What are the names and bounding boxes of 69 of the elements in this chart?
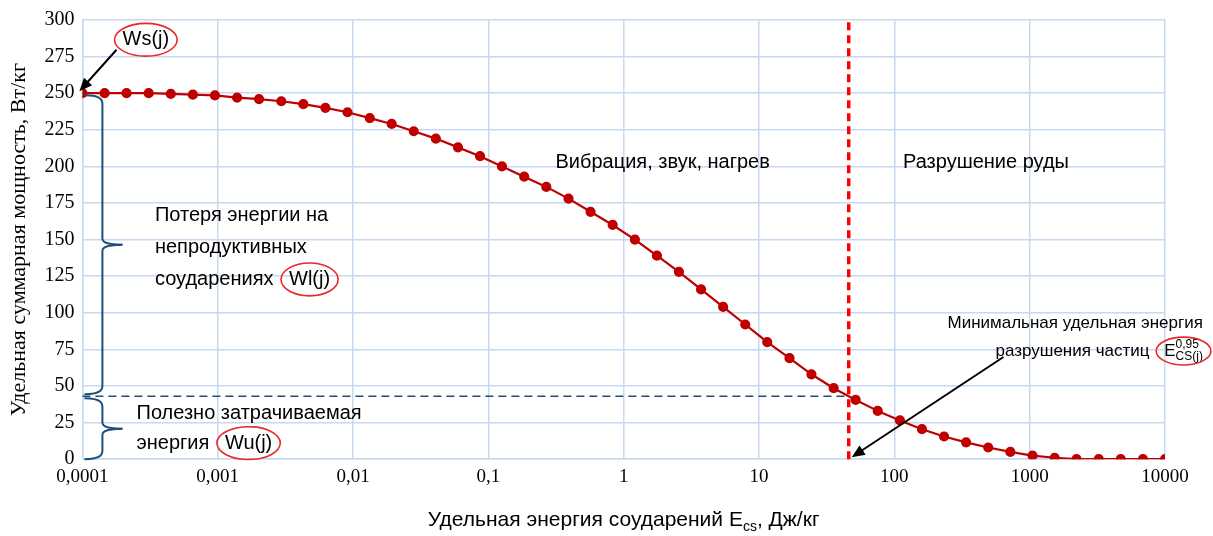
- point: [938, 431, 950, 442]
- y-tick-label: 100: [44, 300, 75, 323]
- y-tick-label: 250: [44, 80, 75, 103]
- point: [187, 89, 198, 100]
- point: [806, 369, 817, 380]
- y-tick-label: 50: [54, 373, 75, 396]
- y-tick-label: 25: [54, 409, 75, 432]
- point: [1027, 450, 1038, 460]
- y-axis-title: Удельная суммарная мощность, Вт/кг: [4, 63, 30, 417]
- point: [872, 405, 883, 416]
- point: [585, 206, 596, 217]
- x-tick-label: 0,01: [336, 464, 370, 486]
- x-tick-label: 1000: [1010, 464, 1049, 486]
- point: [784, 353, 795, 364]
- point: [718, 301, 729, 313]
- point: [253, 93, 265, 105]
- point: [496, 161, 508, 172]
- y-tick-label: 275: [44, 43, 75, 66]
- point: [961, 437, 972, 448]
- x-tick-label: 10: [749, 464, 769, 486]
- point: [408, 126, 419, 137]
- annotation: Разрушение руды: [903, 150, 1070, 173]
- point: [519, 171, 530, 182]
- y-tick-label: 150: [44, 226, 75, 249]
- point: [364, 112, 375, 124]
- y-tick-label: 225: [44, 117, 75, 140]
- y-tick-label: 75: [54, 336, 75, 359]
- point: [276, 96, 287, 107]
- point: [1049, 452, 1060, 460]
- y-tick-label: 300: [44, 7, 75, 30]
- y-tick-label: 175: [44, 190, 75, 213]
- point: [563, 193, 574, 204]
- point: [430, 133, 441, 144]
- x-tick-label: 1: [618, 464, 629, 486]
- point: [695, 284, 707, 295]
- point: [474, 151, 486, 162]
- point: [121, 88, 132, 99]
- point: [673, 266, 685, 277]
- y-tick-label: 125: [44, 263, 75, 286]
- point: [386, 118, 397, 130]
- point: [452, 142, 464, 153]
- point: [828, 383, 839, 394]
- point: [762, 336, 773, 348]
- point: [607, 219, 618, 231]
- annotation: Потеря энергии на непродуктивных соударениях Wl(j): [154, 202, 331, 289]
- point: [209, 90, 221, 101]
- x-tick-label: 0,001: [196, 464, 240, 486]
- x-tick-label: 10000: [1141, 464, 1189, 486]
- point: [231, 92, 243, 103]
- x-tick-label: 100: [880, 464, 909, 486]
- point: [541, 181, 552, 192]
- point: [651, 250, 663, 261]
- point: [629, 234, 640, 245]
- point: [983, 442, 994, 453]
- point: [342, 107, 353, 118]
- annotation: Вибрация, звук, нагрев: [555, 150, 770, 173]
- y-tick-label: 200: [44, 153, 75, 176]
- annotation: Ws(j): [122, 27, 170, 50]
- point: [740, 319, 751, 330]
- point: [850, 394, 861, 406]
- point: [320, 102, 331, 113]
- annotation: Полезно затрачиваемая энергия Wu(j): [136, 400, 362, 453]
- point: [99, 88, 110, 99]
- point: [165, 88, 176, 100]
- x-tick-label: 0,1: [476, 464, 501, 486]
- point: [143, 88, 154, 99]
- point: [1005, 446, 1016, 457]
- point: [298, 99, 309, 110]
- point: [916, 424, 928, 435]
